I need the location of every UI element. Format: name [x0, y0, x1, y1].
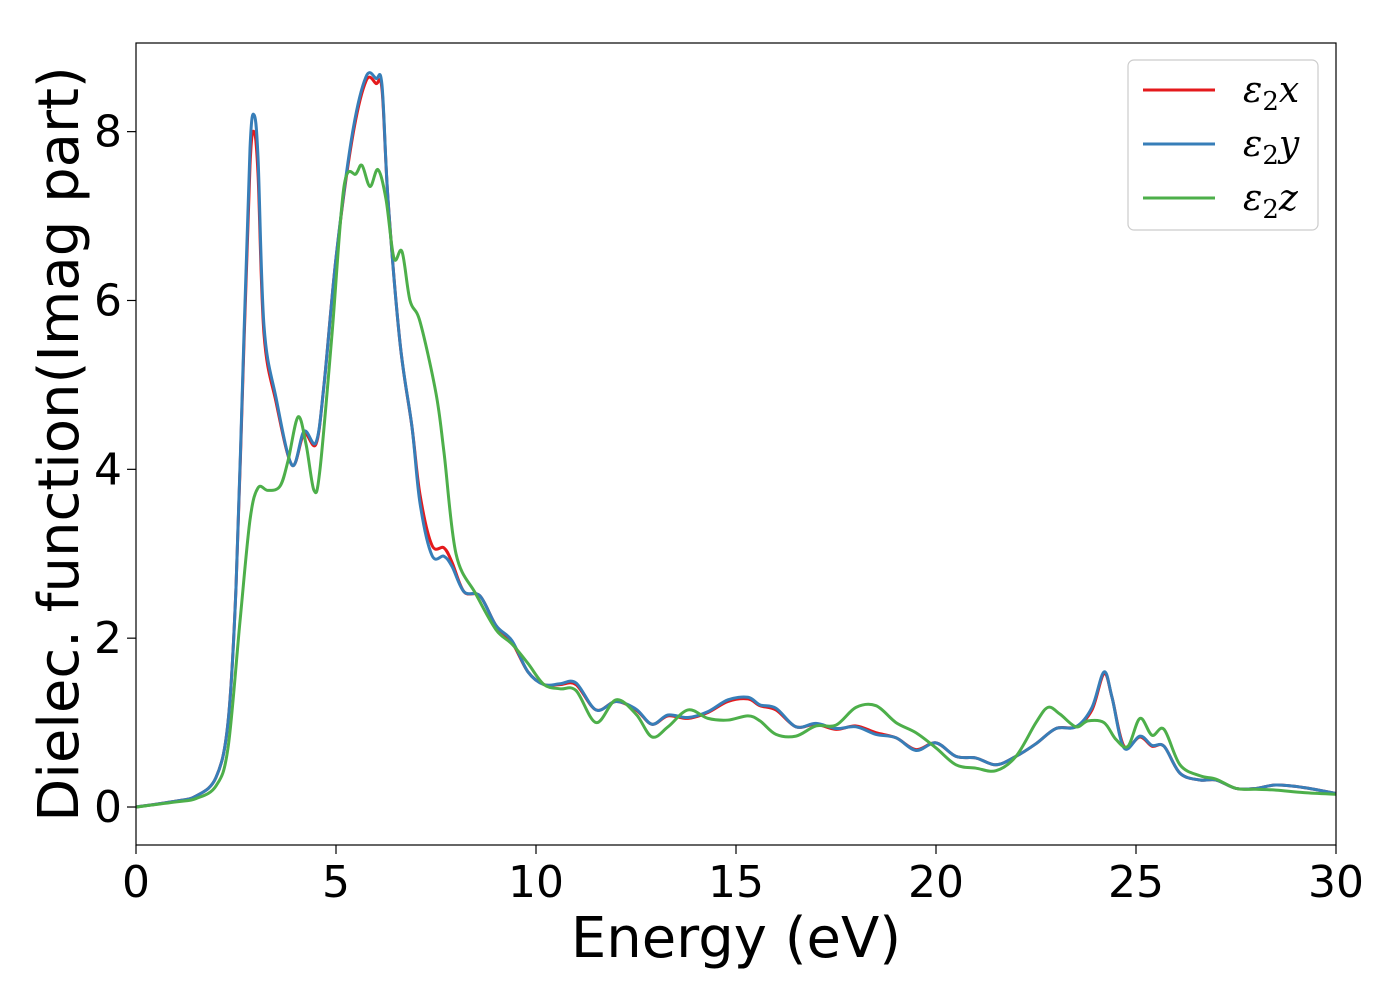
legend-label-base: ε	[1243, 70, 1262, 111]
legend-label-suffix: y	[1277, 124, 1300, 165]
y-axis-title: Dielec. function(Imag part)	[27, 66, 92, 822]
x-tick-label: 5	[322, 857, 350, 908]
y-tick-label: 4	[94, 444, 122, 495]
x-tick-label: 30	[1308, 857, 1364, 908]
x-axis: 0 5 10 15 20 25 30	[122, 845, 1364, 908]
x-tick-label: 25	[1108, 857, 1164, 908]
legend-entry-x: ε2x	[1143, 70, 1299, 117]
x-tick-label: 15	[708, 857, 764, 908]
legend-label-suffix: x	[1279, 70, 1299, 111]
legend-label-base: ε	[1243, 124, 1262, 165]
y-tick-label: 2	[94, 613, 122, 664]
legend-label-subscript: 2	[1262, 87, 1279, 117]
legend-label: ε2z	[1243, 178, 1299, 225]
legend-label-suffix: z	[1278, 178, 1299, 219]
series-line-z	[136, 163, 1336, 809]
x-tick-label: 10	[508, 857, 564, 908]
legend-box	[1127, 59, 1319, 231]
legend-label: ε2x	[1243, 70, 1299, 117]
x-axis-title: Energy (eV)	[571, 906, 901, 971]
legend-label-base: ε	[1243, 178, 1262, 219]
legend-entry-z: ε2z	[1143, 178, 1299, 225]
x-tick-label: 0	[122, 857, 150, 908]
legend-entry-y: ε2y	[1143, 124, 1300, 171]
legend-label: ε2y	[1243, 124, 1300, 171]
y-tick-label: 8	[94, 107, 122, 158]
y-tick-label: 6	[94, 275, 122, 326]
y-axis: 0 2 4 6 8	[94, 107, 136, 833]
series-line-y	[136, 71, 1336, 809]
legend-label-subscript: 2	[1262, 141, 1279, 171]
y-tick-label: 0	[94, 782, 122, 833]
x-tick-label: 20	[908, 857, 964, 908]
series-layer	[136, 71, 1336, 809]
legend-label-subscript: 2	[1262, 195, 1279, 225]
